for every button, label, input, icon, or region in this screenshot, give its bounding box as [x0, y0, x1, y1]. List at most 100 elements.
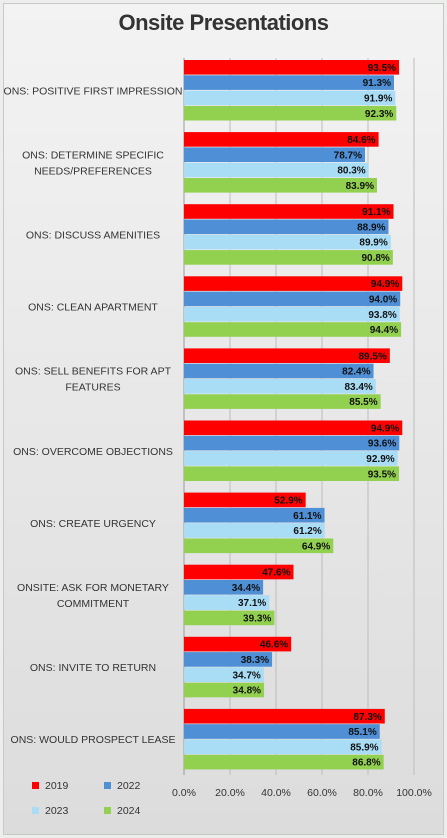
- bar: [184, 507, 325, 523]
- data-label: 34.8%: [233, 686, 261, 697]
- bar: [184, 724, 380, 739]
- bar: [184, 204, 394, 219]
- category-label: ONS: POSITIVE FIRST IMPRESSION: [4, 85, 183, 97]
- data-label: 61.2%: [293, 526, 321, 537]
- bar: [184, 348, 390, 363]
- data-label: 92.9%: [366, 454, 394, 465]
- bar: [184, 306, 400, 322]
- legend-label: 2023: [45, 805, 69, 817]
- bar: [184, 435, 400, 451]
- data-label: 46.6%: [260, 640, 288, 651]
- data-label: 85.1%: [348, 727, 376, 738]
- bar: [184, 322, 402, 337]
- bar: [184, 420, 403, 436]
- data-label: 85.5%: [349, 397, 377, 408]
- data-label: 47.6%: [262, 568, 290, 579]
- bar: [184, 90, 396, 106]
- data-label: 93.8%: [368, 310, 396, 321]
- data-label: 37.1%: [238, 598, 266, 609]
- legend-swatch: [32, 807, 39, 814]
- category-label-line: ONS: DISCUSS AMENITIES: [26, 229, 160, 241]
- x-tick-label: 0.0%: [172, 787, 196, 799]
- data-label: 52.9%: [274, 496, 302, 507]
- data-label: 88.9%: [357, 222, 385, 233]
- data-label: 92.3%: [365, 109, 393, 120]
- bar: [184, 250, 393, 265]
- data-label: 84.6%: [347, 135, 375, 146]
- data-label: 78.7%: [334, 150, 362, 161]
- category-label: ONSITE: ASK FOR MONETARY COMMITMENT: [17, 582, 169, 610]
- bar: [184, 105, 397, 121]
- category-label: ONS: DETERMINE SPECIFIC NEEDS/PREFERENCES: [22, 149, 164, 177]
- x-tick-label: 100.0%: [396, 787, 432, 799]
- category-label-line: COMMITMENT: [57, 598, 130, 610]
- bar: [184, 276, 403, 291]
- bar: [184, 610, 275, 626]
- data-label: 93.5%: [368, 469, 396, 480]
- bar: [184, 523, 325, 538]
- bar: [184, 60, 400, 75]
- bar: [184, 234, 391, 250]
- bar: [184, 682, 265, 698]
- data-label: 34.4%: [232, 583, 260, 594]
- bar: [184, 379, 376, 394]
- category-label: ONS: CLEAN APARTMENT: [28, 302, 158, 314]
- data-label: 94.4%: [370, 325, 398, 336]
- data-label: 80.3%: [337, 166, 365, 177]
- category-label: ONS: DISCUSS AMENITIES: [26, 229, 160, 241]
- x-tick-label: 80.0%: [353, 787, 383, 799]
- bar: [184, 636, 292, 652]
- bar: [184, 363, 374, 379]
- data-label: 39.3%: [243, 614, 271, 625]
- data-label: 91.1%: [362, 207, 390, 218]
- data-label: 89.5%: [358, 351, 386, 362]
- category-label-line: ONS: DETERMINE SPECIFIC: [22, 149, 164, 161]
- bar: [184, 132, 379, 147]
- bar: [184, 219, 389, 235]
- data-label: 94.9%: [371, 279, 399, 290]
- bar: [184, 162, 369, 178]
- bar: [184, 580, 264, 595]
- data-label: 85.9%: [350, 742, 378, 753]
- bar: [184, 178, 377, 193]
- legend-swatch: [104, 807, 111, 814]
- legend-label: 2019: [45, 780, 69, 792]
- bar: [184, 652, 273, 667]
- category-label: ONS: SELL BENEFITS FOR APT FEATURES: [15, 366, 172, 394]
- data-label: 93.5%: [368, 63, 396, 74]
- category-label-line: ONS: POSITIVE FIRST IMPRESSION: [4, 85, 183, 97]
- data-label: 87.3%: [353, 712, 381, 723]
- data-label: 34.7%: [232, 670, 260, 681]
- category-label: ONS: WOULD PROSPECT LEASE: [11, 734, 176, 746]
- legend-label: 2024: [117, 805, 141, 817]
- x-tick-label: 20.0%: [215, 787, 245, 799]
- data-label: 38.3%: [241, 655, 269, 666]
- category-label-line: ONS: CLEAN APARTMENT: [28, 302, 158, 314]
- data-label: 83.4%: [344, 382, 372, 393]
- category-label-line: ONSITE: ASK FOR MONETARY: [17, 582, 169, 594]
- legend-swatch: [104, 782, 111, 789]
- x-tick-label: 40.0%: [261, 787, 291, 799]
- bar: [184, 667, 264, 682]
- data-label: 64.9%: [302, 541, 330, 552]
- category-label: ONS: OVERCOME OBJECTIONS: [13, 446, 173, 458]
- category-label-line: ONS: SELL BENEFITS FOR APT: [15, 366, 172, 378]
- data-label: 91.9%: [364, 94, 392, 105]
- bar: [184, 708, 385, 724]
- category-label-line: ONS: OVERCOME OBJECTIONS: [13, 446, 173, 458]
- bar: [184, 538, 334, 554]
- category-label-line: NEEDS/PREFERENCES: [34, 165, 152, 177]
- data-label: 93.6%: [368, 439, 396, 450]
- data-label: 89.9%: [359, 238, 387, 249]
- data-label: 90.8%: [361, 253, 389, 264]
- chart-title: Onsite Presentations: [118, 10, 329, 35]
- bar: [184, 492, 306, 508]
- bar: [184, 291, 401, 307]
- category-label: ONS: CREATE URGENCY: [30, 518, 156, 530]
- x-tick-label: 60.0%: [307, 787, 337, 799]
- category-label-line: ONS: INVITE TO RETURN: [30, 662, 156, 674]
- legend-swatch: [32, 782, 39, 789]
- data-label: 94.9%: [371, 423, 399, 434]
- data-label: 83.9%: [346, 181, 374, 192]
